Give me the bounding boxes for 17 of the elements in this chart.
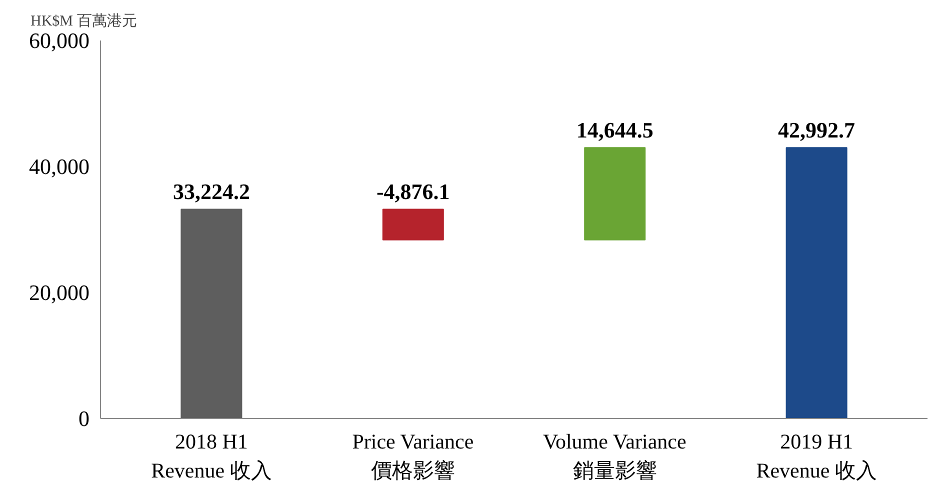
y-axis-title: HK$M 百萬港元: [30, 12, 137, 30]
data-label: 33,224.2: [172, 179, 250, 204]
data-label: -4,876.1: [376, 179, 450, 204]
y-tick-label: 60,000: [29, 28, 90, 53]
x-tick-label: 2018 H1 Revenue 收入: [151, 430, 272, 482]
x-tick-label: Volume Variance 銷量影響: [543, 430, 686, 482]
x-tick-label: 2019 H1 Revenue 收入: [756, 430, 877, 482]
bar: [786, 147, 848, 418]
x-tick-label: Price Variance 價格影響: [352, 430, 474, 482]
y-tick-label: 0: [78, 406, 90, 431]
data-label: 42,992.7: [778, 118, 856, 143]
bar: [180, 208, 242, 418]
bar: [382, 208, 444, 240]
y-tick-label: 20,000: [29, 280, 90, 305]
y-tick-label: 40,000: [29, 154, 90, 179]
data-label: 14,644.5: [576, 118, 654, 143]
bar: [584, 147, 646, 240]
